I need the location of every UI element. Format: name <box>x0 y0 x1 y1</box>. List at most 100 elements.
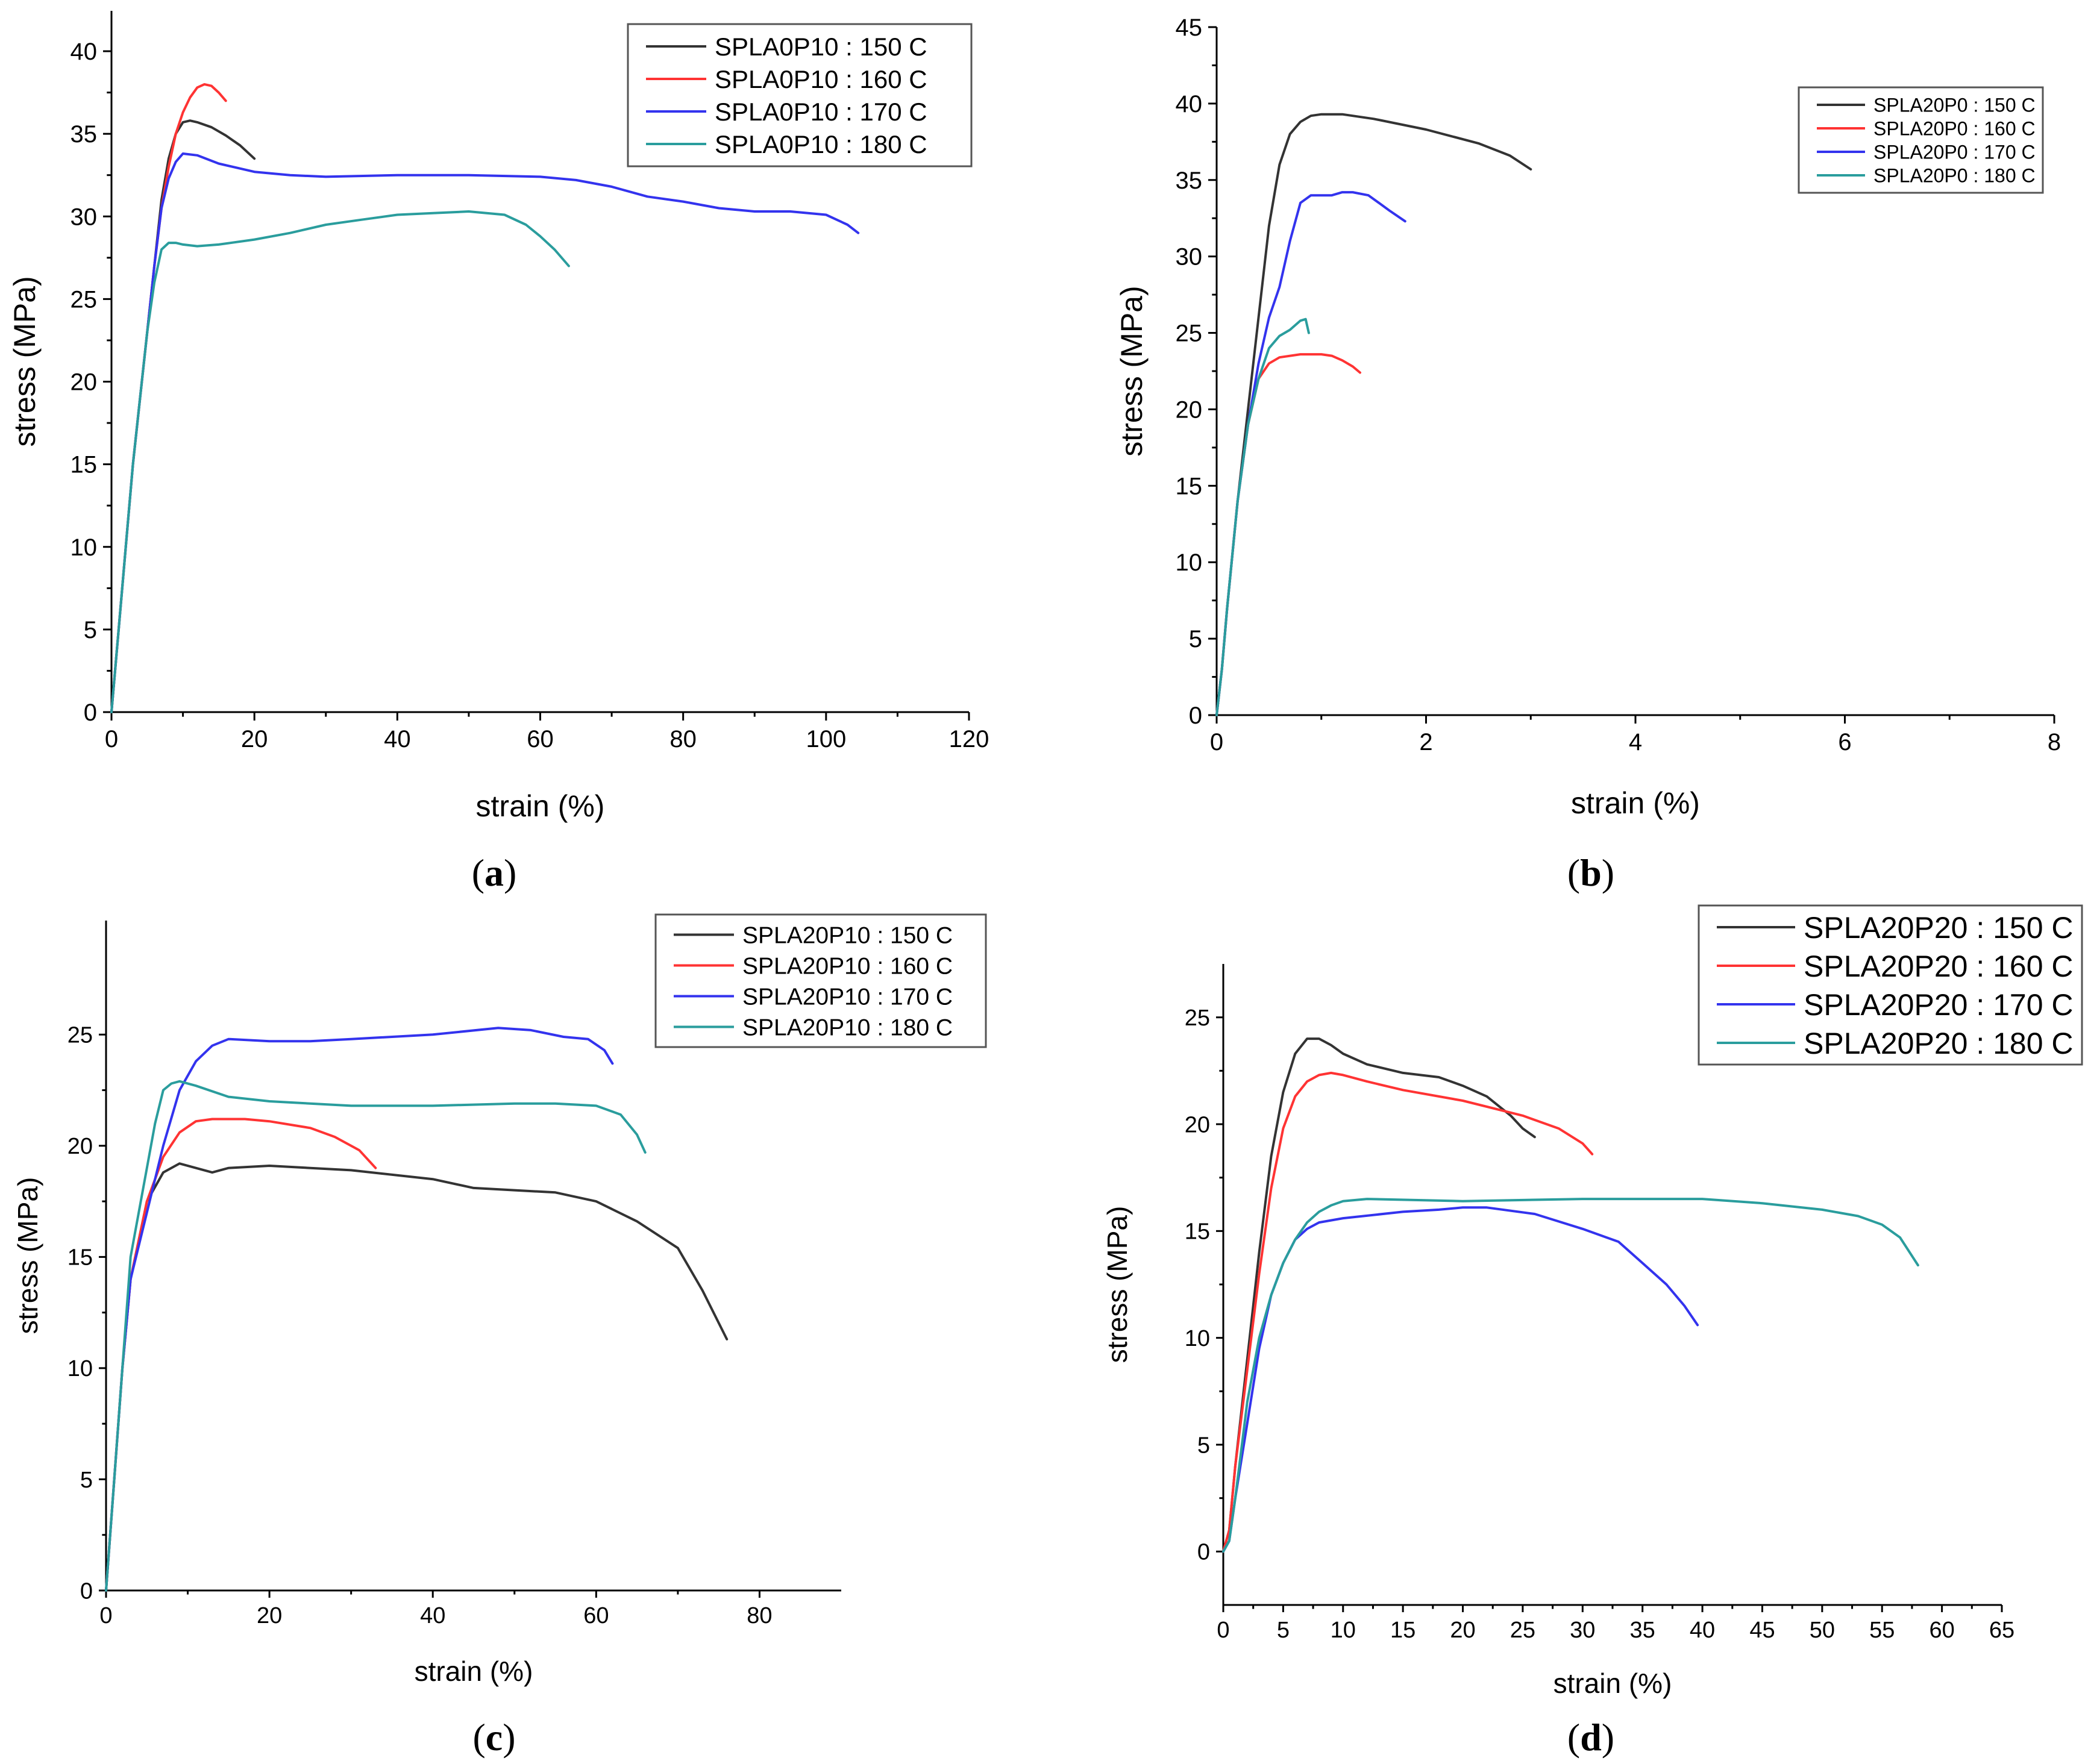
y-axis-label: stress (MPa) <box>1115 286 1149 456</box>
chart-panel-c: 0 20 40 60 80 0 5 10 15 20 25 strain (%) stress (MPa… <box>12 913 987 1759</box>
x-tick-label: 40 <box>1690 1618 1715 1643</box>
x-tick-label: 0 <box>99 1603 112 1628</box>
y-tick-label: 10 <box>71 534 98 561</box>
panel-caption-letter: b <box>1580 851 1602 894</box>
series-line-c-2 <box>105 1118 377 1592</box>
x-tick-label: 0 <box>105 726 118 752</box>
legend-label: SPLA20P0 : 180 C <box>1873 165 2036 187</box>
panel-caption-letter: a <box>484 851 504 894</box>
series-line-d-1 <box>1222 1037 1536 1553</box>
series-line-a-4 <box>110 210 570 713</box>
legend: SPLA20P20 : 150 C SPLA20P20 : 160 C SPLA20… <box>1698 904 2083 1066</box>
x-tick-label: 2 <box>1419 729 1432 755</box>
legend-label: SPLA20P0 : 160 C <box>1873 118 2036 140</box>
chart-panel-a: 0 20 40 60 80 100 120 0 5 10 15 20 25 30 35 40 strain (%… <box>8 11 989 894</box>
y-tick-label: 40 <box>71 39 98 65</box>
series-line-c-4 <box>105 1080 647 1592</box>
y-tick-label: 15 <box>71 452 98 478</box>
legend: SPLA20P10 : 150 C SPLA20P10 : 160 C SPLA20… <box>654 913 987 1048</box>
y-tick-label: 35 <box>1176 167 1203 194</box>
y-tick-label: 25 <box>1176 321 1203 347</box>
legend-box <box>1698 904 2083 1066</box>
y-tick-label: 15 <box>67 1245 93 1271</box>
y-tick-label: 20 <box>1185 1112 1210 1137</box>
panel-caption-letter: d <box>1580 1716 1602 1759</box>
x-tick-label: 20 <box>1450 1618 1475 1643</box>
y-tick-label: 5 <box>84 617 97 643</box>
y-tick-label: 0 <box>84 699 97 726</box>
x-tick-label: 30 <box>1570 1618 1595 1643</box>
x-tick-label: 80 <box>669 726 697 752</box>
x-tick-label: 4 <box>1629 729 1642 755</box>
chart-panel-b: 0 2 4 6 8 0 5 10 15 20 25 30 35 40 45 strain (%) stress … <box>1115 14 2061 894</box>
y-tick-label: 45 <box>1176 14 1203 41</box>
legend-label: SPLA20P10 : 180 C <box>742 1015 953 1041</box>
x-axis-label: strain (%) <box>476 789 605 823</box>
x-axis-label: strain (%) <box>1553 1668 1672 1699</box>
legend: SPLA0P10 : 150 C SPLA0P10 : 160 C SPLA0P10… <box>627 23 973 167</box>
y-tick-label: 30 <box>1176 244 1203 271</box>
x-tick-label: 60 <box>527 726 554 752</box>
x-tick-label: 10 <box>1331 1618 1356 1643</box>
series-line-a-1 <box>110 119 256 713</box>
x-tick-label: 0 <box>1210 729 1223 755</box>
y-tick-label: 5 <box>1189 626 1202 652</box>
x-axis-label: strain (%) <box>415 1656 533 1687</box>
x-tick-label: 20 <box>241 726 268 752</box>
y-tick-label: 20 <box>67 1134 93 1159</box>
x-tick-label: 55 <box>1869 1618 1895 1643</box>
y-tick-label: 15 <box>1176 473 1203 499</box>
y-axis-label: stress (MPa) <box>8 276 42 446</box>
x-tick-label: 65 <box>1989 1618 2014 1643</box>
y-tick-label: 30 <box>71 204 98 230</box>
chart-panel-d: 0 5 10 15 20 25 30 35 40 45 50 55 60 65 0 5 10 15 20 25 stra… <box>1102 904 2083 1759</box>
y-axis-label: stress (MPa) <box>12 1177 43 1334</box>
y-tick-label: 0 <box>80 1578 93 1604</box>
y-tick-label: 10 <box>67 1356 93 1381</box>
x-tick-label: 100 <box>806 726 846 752</box>
x-tick-label: 45 <box>1749 1618 1775 1643</box>
x-tick-label: 20 <box>257 1603 282 1628</box>
y-tick-label: 40 <box>1176 91 1203 117</box>
y-tick-label: 25 <box>1185 1006 1210 1031</box>
x-tick-label: 15 <box>1390 1618 1416 1643</box>
series-line-d-4 <box>1222 1198 1919 1553</box>
y-tick-label: 0 <box>1189 702 1202 729</box>
y-tick-label: 15 <box>1185 1219 1210 1245</box>
y-tick-label: 35 <box>71 121 98 148</box>
legend-label: SPLA20P10 : 150 C <box>742 923 953 949</box>
x-tick-label: 50 <box>1810 1618 1835 1643</box>
x-tick-label: 8 <box>2048 729 2061 755</box>
legend-label: SPLA20P0 : 150 C <box>1873 95 2036 116</box>
series-line-c-3 <box>105 1027 614 1592</box>
legend-label: SPLA0P10 : 180 C <box>715 130 927 158</box>
x-tick-label: 60 <box>583 1603 609 1628</box>
y-tick-label: 25 <box>71 286 98 313</box>
x-tick-label: 60 <box>1929 1618 1954 1643</box>
y-tick-label: 5 <box>1197 1433 1210 1458</box>
panel-caption: (d) <box>1567 1716 1614 1759</box>
legend-label: SPLA20P20 : 170 C <box>1804 988 2074 1022</box>
y-axis-label: stress (MPa) <box>1102 1206 1133 1363</box>
y-tick-label: 20 <box>1176 396 1203 423</box>
legend-label: SPLA20P10 : 170 C <box>742 984 953 1010</box>
y-tick-label: 20 <box>71 369 98 396</box>
series-line-b-2 <box>1215 353 1361 716</box>
legend-label: SPLA20P20 : 160 C <box>1804 949 2074 983</box>
legend-label: SPLA0P10 : 160 C <box>715 65 927 93</box>
y-tick-label: 25 <box>67 1023 93 1048</box>
legend-label: SPLA20P0 : 170 C <box>1873 142 2036 163</box>
legend-label: SPLA0P10 : 150 C <box>715 33 927 61</box>
x-tick-label: 6 <box>1838 729 1851 755</box>
legend-label: SPLA20P20 : 150 C <box>1804 911 2074 945</box>
x-tick-label: 40 <box>384 726 411 752</box>
series-line-d-2 <box>1222 1071 1594 1553</box>
series-line-d-3 <box>1222 1206 1699 1553</box>
legend-label: SPLA20P20 : 180 C <box>1804 1027 2074 1060</box>
x-tick-label: 25 <box>1510 1618 1535 1643</box>
series-line-c-1 <box>105 1162 729 1592</box>
x-tick-label: 120 <box>949 726 989 752</box>
legend-label: SPLA20P10 : 160 C <box>742 954 953 980</box>
